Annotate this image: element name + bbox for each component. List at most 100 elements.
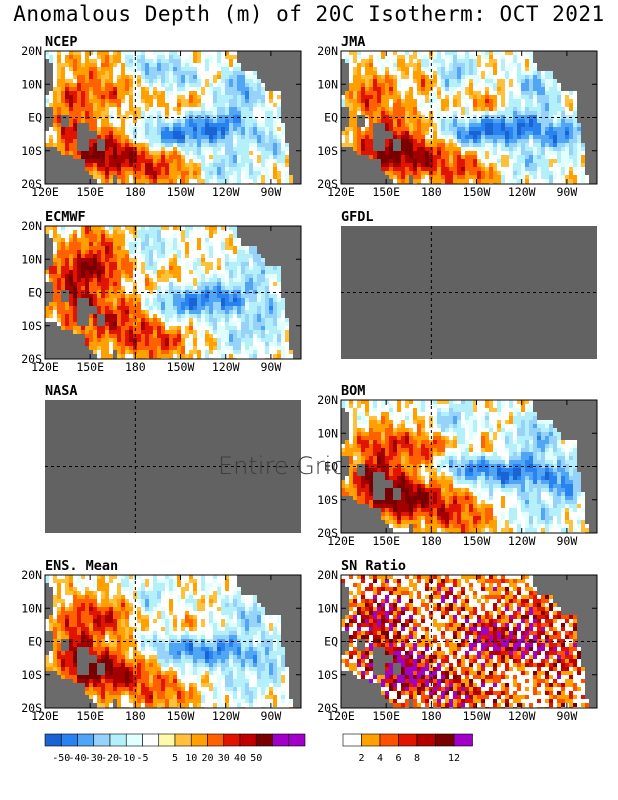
colorbar-label: -20: [101, 753, 119, 764]
panel-title: NCEP: [45, 34, 78, 50]
heatmap-field: [341, 400, 597, 533]
colorbar-label: -40: [68, 753, 86, 764]
y-tick-label: EQ: [28, 111, 42, 125]
x-tick-label: 150E: [372, 185, 400, 199]
x-tick-label: 180: [125, 185, 146, 199]
colorbar-label: -5: [136, 753, 148, 764]
y-tick-label: 20N: [317, 393, 338, 407]
heatmap-field: [341, 575, 597, 708]
y-tick-label: 20S: [317, 526, 338, 540]
panel-title: GFDL: [341, 209, 374, 225]
anomaly-colorbar: -50-40-30-20-10 -5 5 10 20 30 40 50: [44, 733, 306, 764]
x-tick-label: 180: [421, 185, 442, 199]
x-tick-label: 150W: [167, 360, 195, 374]
y-tick-label: EQ: [324, 111, 338, 125]
x-tick-label: 120E: [31, 185, 59, 199]
y-tick-label: 20N: [21, 44, 42, 58]
colorbar-swatch: [77, 733, 95, 747]
x-tick-label: 180: [125, 709, 146, 723]
x-tick-label: 150W: [167, 709, 195, 723]
y-tick-label: 10N: [21, 77, 42, 91]
x-tick-label: 150W: [463, 185, 491, 199]
colorbar-label: 2: [358, 753, 364, 764]
y-tick-label: 20S: [21, 352, 42, 366]
colorbar-swatch: [453, 733, 473, 747]
heatmap-field: [45, 575, 301, 708]
y-tick-label: 10N: [317, 426, 338, 440]
x-tick-label: 120W: [212, 185, 240, 199]
colorbar-swatch: [60, 733, 78, 747]
colorbar-swatch: [379, 733, 399, 747]
colorbar-swatch: [207, 733, 225, 747]
x-tick-label: 150E: [76, 185, 104, 199]
y-tick-label: EQ: [28, 286, 42, 300]
colorbar-swatch: [190, 733, 208, 747]
panel-gfdl: GFDL: [341, 209, 597, 359]
y-tick-label: 20S: [317, 177, 338, 191]
colorbar-swatch: [239, 733, 257, 747]
colorbar-swatch: [174, 733, 192, 747]
colorbar-swatch: [142, 733, 160, 747]
colorbar-label: 6: [395, 753, 401, 764]
colorbar-swatch: [125, 733, 143, 747]
colorbar-swatch: [223, 733, 241, 747]
panel-title: ENS. Mean: [45, 558, 118, 574]
y-tick-label: 10N: [317, 601, 338, 615]
y-tick-label: 10S: [21, 144, 42, 158]
colorbar-label: 10: [185, 753, 197, 764]
x-tick-label: 180: [125, 360, 146, 374]
y-tick-label: EQ: [324, 635, 338, 649]
x-tick-label: 120E: [327, 534, 355, 548]
colorbar-swatch: [109, 733, 127, 747]
panel-title: NASA: [45, 383, 78, 399]
y-tick-label: 20N: [21, 219, 42, 233]
colorbar-swatch: [272, 733, 290, 747]
x-tick-label: 120E: [327, 709, 355, 723]
colorbar-swatch: [288, 733, 306, 747]
y-tick-label: 10S: [317, 493, 338, 507]
heatmap-field: [45, 226, 301, 359]
x-tick-label: 150W: [463, 534, 491, 548]
x-tick-label: 120W: [212, 709, 240, 723]
heatmap-field: [341, 51, 597, 184]
panel-title: BOM: [341, 383, 365, 399]
colorbar-label: 40: [234, 753, 246, 764]
x-tick-label: 90W: [556, 185, 577, 199]
x-tick-label: 90W: [260, 709, 281, 723]
y-tick-label: EQ: [28, 635, 42, 649]
colorbar-swatch: [361, 733, 381, 747]
colorbar-label: 12: [448, 753, 460, 764]
y-tick-label: 10S: [317, 668, 338, 682]
colorbar-swatch: [255, 733, 273, 747]
colorbar-swatch: [342, 733, 362, 747]
colorbar-swatch: [416, 733, 436, 747]
colorbar-label: 30: [218, 753, 230, 764]
figure-title: Anomalous Depth (m) of 20C Isotherm: OCT…: [13, 2, 605, 26]
y-tick-label: 20N: [21, 568, 42, 582]
colorbar-label: 8: [414, 753, 420, 764]
y-tick-label: 20S: [317, 701, 338, 715]
x-tick-label: 90W: [260, 360, 281, 374]
colorbar-label: 50: [250, 753, 262, 764]
y-tick-label: EQ: [324, 460, 338, 474]
colorbar-swatch: [44, 733, 62, 747]
x-tick-label: 150E: [76, 360, 104, 374]
colorbar-label: 20: [201, 753, 213, 764]
y-tick-label: 10N: [317, 77, 338, 91]
panel-title: JMA: [341, 34, 365, 50]
x-tick-label: 150W: [463, 709, 491, 723]
x-tick-label: 120W: [508, 534, 536, 548]
x-tick-label: 120E: [327, 185, 355, 199]
x-tick-label: 120W: [508, 185, 536, 199]
colorbar-label: 4: [377, 753, 383, 764]
y-tick-label: 10S: [21, 319, 42, 333]
x-tick-label: 90W: [260, 185, 281, 199]
heatmap-field: [45, 51, 301, 184]
x-tick-label: 150E: [372, 709, 400, 723]
colorbar-swatch: [158, 733, 176, 747]
panel-title: SN Ratio: [341, 558, 406, 574]
